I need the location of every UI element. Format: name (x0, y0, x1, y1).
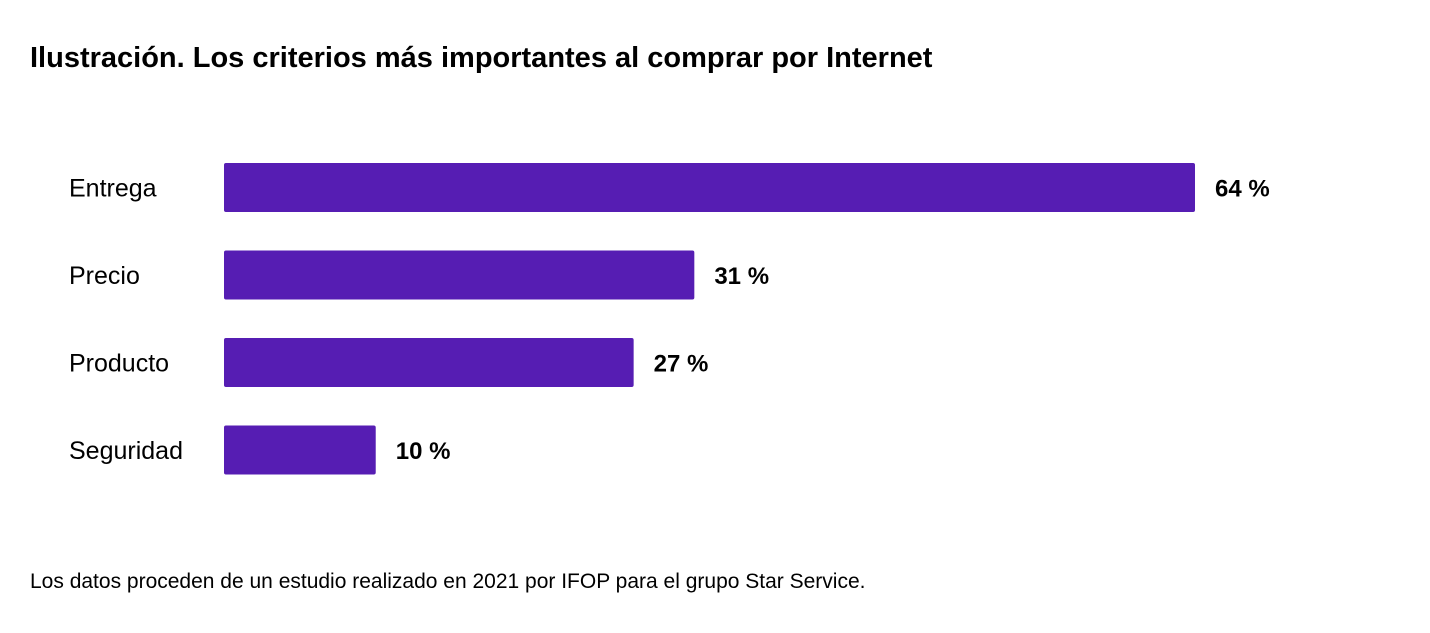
bar-producto (224, 338, 634, 387)
value-label: 27 % (654, 351, 709, 378)
bar-entrega (224, 163, 1195, 212)
footnote: Los datos proceden de un estudio realiza… (30, 570, 866, 593)
chart-title: Ilustración. Los criterios más important… (30, 42, 933, 74)
value-label: 31 % (714, 263, 769, 290)
value-label: 64 % (1215, 176, 1270, 203)
bar-precio (224, 250, 695, 300)
bar-seguridad (224, 425, 376, 475)
category-label: Producto (69, 350, 169, 378)
category-label: Precio (69, 262, 140, 290)
category-label: Seguridad (69, 437, 183, 465)
category-label: Entrega (69, 175, 157, 203)
value-label: 10 % (396, 438, 451, 465)
